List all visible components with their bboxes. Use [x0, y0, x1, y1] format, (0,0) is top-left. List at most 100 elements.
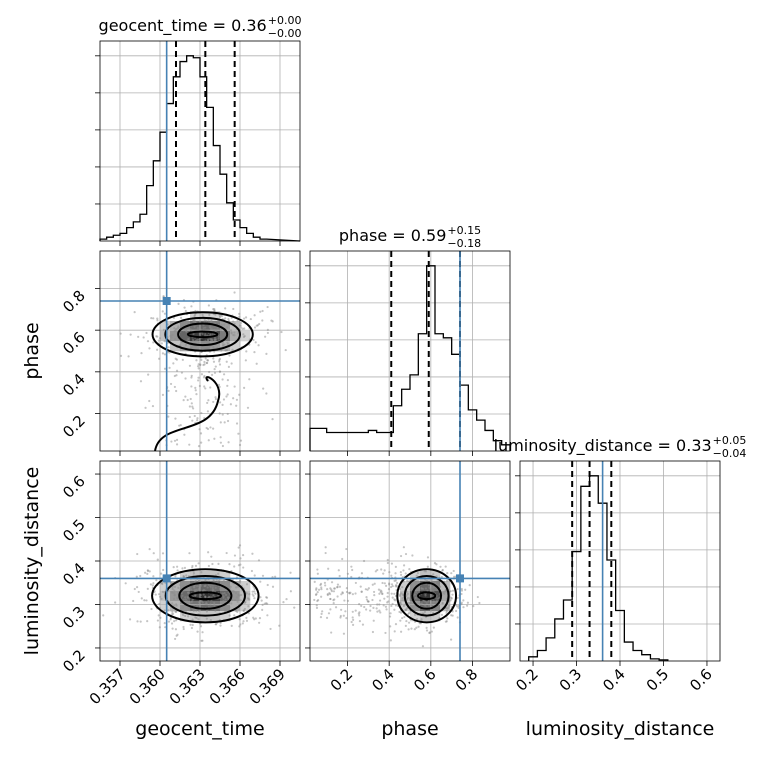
sample-point [198, 384, 201, 388]
sample-point [402, 604, 406, 607]
sample-point [430, 603, 433, 606]
sample-point [173, 327, 176, 330]
sample-point [148, 570, 151, 573]
sample-point [129, 333, 132, 336]
sample-point [391, 584, 394, 588]
sample-point [429, 587, 432, 590]
sample-point [332, 599, 335, 602]
sample-point [384, 631, 387, 635]
sample-point [387, 600, 390, 603]
sample-point [435, 563, 438, 566]
sample-point [394, 604, 398, 607]
sample-point [261, 309, 264, 313]
density-cell [190, 601, 201, 612]
contour-inner-geocent-time-phase [186, 330, 219, 339]
sample-point [172, 597, 176, 600]
sample-point [357, 612, 360, 615]
sample-point [243, 601, 247, 604]
sample-point [342, 614, 345, 617]
sample-point [213, 371, 217, 374]
sample-point [342, 632, 346, 635]
sample-point [204, 339, 207, 342]
sample-point [251, 590, 254, 593]
joint-phase-luminosity-distance-panel [309, 460, 511, 662]
sample-point [269, 627, 272, 631]
sample-point [437, 605, 440, 608]
sample-point [451, 614, 454, 617]
sample-point [180, 371, 184, 374]
sample-point [185, 328, 188, 331]
sample-point [280, 330, 283, 334]
sample-point [144, 406, 147, 409]
sample-point [175, 389, 178, 393]
sample-point [190, 376, 193, 379]
sample-point [208, 596, 211, 599]
sample-point [384, 605, 388, 608]
sample-point [341, 557, 344, 561]
sample-point [476, 595, 479, 599]
sample-point [217, 572, 220, 575]
truth-marker [162, 574, 171, 583]
sample-point [403, 615, 406, 619]
sample-point [337, 569, 340, 572]
sample-point [351, 568, 354, 572]
sample-point [167, 389, 170, 392]
sample-point [173, 374, 176, 378]
density-cell [240, 581, 251, 592]
sample-point [213, 601, 216, 604]
sample-point [254, 617, 257, 620]
sample-point [393, 630, 396, 633]
sample-point [236, 610, 239, 613]
histogram-panel-geocent-time [99, 40, 301, 242]
sample-point [251, 552, 254, 555]
sample-point [238, 315, 241, 318]
sample-point [345, 617, 348, 620]
sample-point [423, 604, 426, 607]
sample-point [400, 630, 403, 633]
tick-label-y-luminosity-distance: 0.2 [59, 646, 89, 676]
sample-point [175, 634, 178, 637]
density-cell [180, 571, 191, 582]
sample-point [416, 588, 419, 591]
sample-point [132, 599, 135, 603]
sample-point [332, 602, 335, 605]
sample-point [384, 584, 388, 587]
sample-point [390, 562, 394, 565]
sample-point [387, 588, 391, 591]
sample-point [202, 324, 205, 327]
sample-point [377, 588, 381, 591]
sample-point [163, 367, 167, 370]
sample-point [372, 590, 376, 594]
tick-label-y-phase: 0.4 [59, 370, 89, 400]
sample-point [135, 575, 138, 578]
sample-point [391, 602, 394, 606]
sample-point [190, 385, 193, 388]
sample-point [271, 585, 275, 588]
sample-point [193, 586, 196, 589]
sample-point [156, 319, 159, 322]
sample-point [255, 324, 258, 327]
sample-point [424, 600, 427, 603]
sample-point [193, 580, 197, 583]
sample-point [258, 617, 262, 620]
sample-point [366, 588, 369, 591]
sample-point [197, 609, 200, 613]
contour-outer-geocent-time-luminosity-distance [164, 575, 246, 617]
sample-point [183, 433, 186, 436]
tick-label-x-geocent-time: 0.366 [206, 665, 249, 708]
sample-point [228, 614, 231, 617]
sample-point [183, 306, 186, 309]
sample-point [201, 601, 204, 604]
sample-point [200, 411, 203, 415]
sample-point [266, 328, 269, 331]
sample-point [261, 574, 265, 577]
sample-point [153, 590, 156, 593]
sample-point [199, 625, 203, 628]
title-minus: −0.00 [268, 27, 302, 40]
sample-point [173, 585, 177, 588]
joint-geocent-time-luminosity-distance-panel [99, 460, 301, 662]
sample-point [217, 337, 220, 340]
sample-point [173, 329, 176, 333]
sample-point [285, 598, 288, 601]
sample-point [156, 619, 159, 622]
